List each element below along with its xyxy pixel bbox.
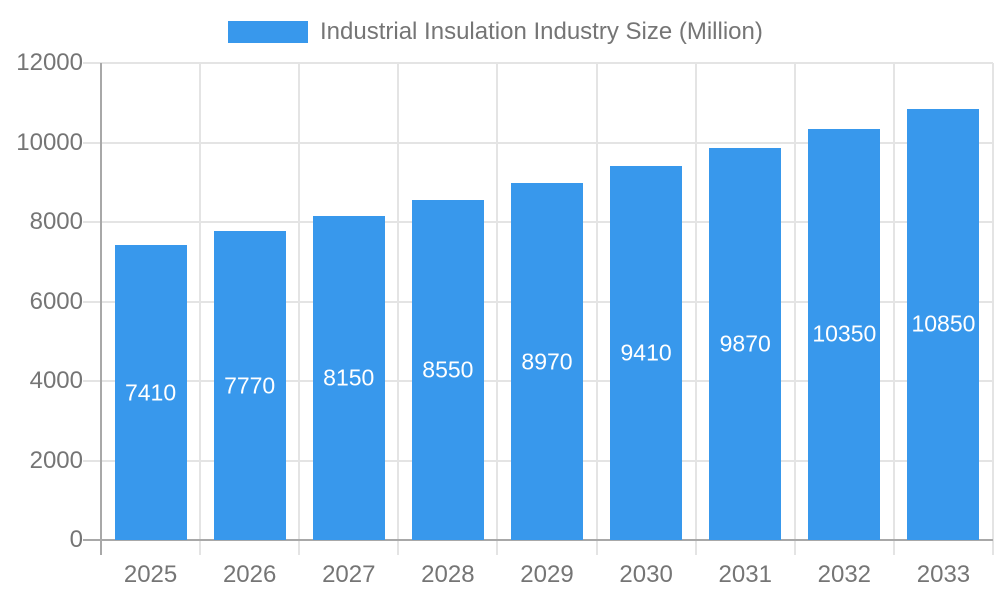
x-axis-tick-label: 2026	[222, 561, 277, 588]
x-axis-tick-label: 2027	[322, 561, 376, 588]
h-gridline	[83, 62, 993, 64]
bar-value-label: 7410	[124, 379, 177, 406]
bar-value-label: 8550	[422, 356, 474, 383]
bar-2028[interactable]: 8550	[411, 200, 484, 540]
y-axis-tick-label: 6000	[29, 287, 83, 315]
bar-2027[interactable]: 8150	[312, 216, 385, 540]
bar-value-label: 8970	[521, 348, 573, 375]
bar-value-label: 9870	[719, 330, 771, 357]
x-axis-tick-label: 2029	[520, 561, 574, 588]
v-gridline	[992, 63, 994, 555]
y-axis: 0 2000 4000 6000 8000 10000 12000	[0, 0, 83, 600]
bar-2029[interactable]: 8970	[511, 183, 583, 540]
bar-2031[interactable]: 9870	[709, 147, 782, 540]
x-axis-tick-label: 2025	[123, 561, 178, 588]
bar-value-label: 9410	[620, 339, 672, 366]
bar-2032[interactable]: 10350	[808, 128, 881, 540]
y-axis-line	[100, 63, 102, 555]
v-gridline	[694, 63, 697, 555]
x-axis-tick-label: 2031	[718, 561, 772, 588]
x-axis-tick-label: 2032	[817, 561, 872, 588]
bar-2033[interactable]: 10850	[907, 108, 980, 540]
v-gridline	[892, 63, 895, 555]
y-axis-tick-label: 12000	[16, 49, 83, 76]
x-axis-tick-label: 2030	[619, 561, 673, 588]
v-gridline	[793, 63, 796, 555]
x-axis-line	[83, 539, 993, 541]
v-gridline	[199, 63, 202, 555]
bar-2030[interactable]: 9410	[610, 165, 683, 540]
y-axis-tick-label: 2000	[29, 446, 83, 474]
legend-swatch	[228, 21, 308, 43]
x-axis-tick-label: 2033	[916, 561, 971, 588]
bar-2025[interactable]: 7410	[114, 245, 187, 540]
v-gridline	[397, 63, 400, 555]
y-axis-tick-label: 8000	[29, 208, 83, 235]
bar-value-label: 8150	[323, 364, 375, 391]
y-axis-tick-label: 4000	[29, 367, 83, 394]
bar-value-label: 7770	[224, 372, 276, 399]
x-axis: 2025 2026 2027 2028 2029 2030 2031 2032 2033	[101, 561, 993, 591]
legend-label: Industrial Insulation Industry Size (Mil…	[320, 18, 763, 45]
y-axis-tick-label: 10000	[16, 128, 83, 156]
h-gridline	[83, 141, 993, 144]
v-gridline	[496, 63, 499, 555]
bar-value-label: 10850	[911, 310, 976, 337]
plot-area: 7410 7770 8150 8550 8970 9410 9870 10350 10850	[83, 62, 994, 555]
legend[interactable]: Industrial Insulation Industry Size (Mil…	[228, 18, 763, 45]
x-axis-tick-label: 2028	[421, 561, 475, 588]
bar-2026[interactable]: 7770	[213, 231, 286, 540]
v-gridline	[298, 63, 301, 555]
bar-value-label: 10350	[812, 320, 877, 347]
y-axis-tick-label: 0	[69, 526, 83, 553]
v-gridline	[595, 63, 598, 555]
